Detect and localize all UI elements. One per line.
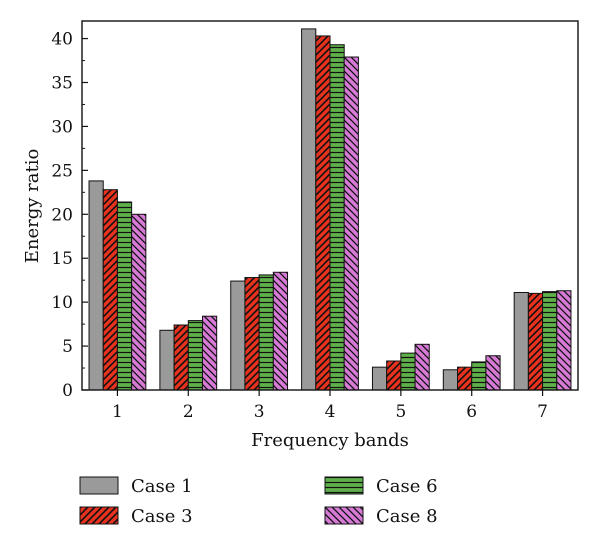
legend-label-case-8: Case 8 (376, 506, 438, 527)
bar-case-8-band-2 (201, 315, 218, 391)
bar-case-6-band-2 (187, 320, 203, 391)
bar-case-1-band-1 (88, 180, 104, 391)
y-tick-label: 35 (51, 74, 73, 94)
y-tick-label: 0 (62, 381, 73, 401)
x-tick-label: 4 (325, 402, 336, 422)
bar-case-3-band-3 (244, 277, 260, 391)
y-tick-label: 30 (51, 117, 73, 137)
bars-layer (88, 28, 572, 391)
bar-case-8-band-1 (131, 213, 147, 391)
bar-case-3-band-5 (386, 360, 402, 391)
bar-case-6-band-1 (116, 201, 133, 391)
legend-label-case-6: Case 6 (376, 476, 438, 497)
x-tick-label: 7 (537, 402, 548, 422)
plot-frame (81, 20, 579, 391)
bar-case-8-band-4 (343, 56, 359, 391)
y-ticks: 0 5 10 15 20 25 30 35 40 (51, 30, 88, 401)
bar-case-6-band-5 (400, 352, 416, 391)
x-tick-label: 5 (395, 402, 406, 422)
bar-case-3-band-2 (173, 324, 189, 391)
bar-case-3-band-6 (457, 366, 473, 391)
bar-case-6-band-3 (258, 274, 274, 391)
x-ticks: 1 2 3 4 5 6 7 (112, 390, 548, 422)
x-axis-title: Frequency bands (251, 430, 409, 451)
bar-case-1-band-5 (371, 366, 388, 391)
bar-case-1-band-4 (301, 28, 317, 391)
legend-label-case-3: Case 3 (131, 506, 193, 527)
legend-swatch-case-6 (324, 476, 364, 495)
bar-case-6-band-4 (329, 44, 345, 391)
legend-swatch-case-3 (79, 506, 119, 525)
y-tick-label: 25 (51, 161, 73, 181)
bar-case-8-band-5 (414, 343, 430, 391)
bar-case-1-band-7 (513, 291, 529, 391)
bar-case-1-band-6 (442, 369, 459, 391)
y-axis-title: Energy ratio (22, 149, 43, 264)
x-tick-label: 3 (254, 402, 265, 422)
y-tick-label: 5 (62, 337, 73, 357)
bar-case-3-band-4 (315, 35, 331, 391)
x-tick-label: 1 (112, 402, 123, 422)
y-tick-label: 20 (51, 205, 73, 225)
legend-label-case-1: Case 1 (131, 476, 193, 497)
y-tick-label: 10 (51, 293, 73, 313)
bar-case-8-band-3 (272, 271, 289, 391)
bar-case-8-band-6 (485, 355, 501, 391)
bar-case-8-band-7 (556, 290, 572, 391)
legend: Case 1 Case 3 Case 6 Case 8 (79, 476, 438, 527)
legend-swatch-case-8 (324, 506, 364, 525)
legend-swatch-case-1 (79, 476, 119, 495)
x-tick-label: 6 (466, 402, 477, 422)
y-tick-label: 15 (51, 249, 73, 269)
bar-case-3-band-7 (527, 292, 544, 391)
y-tick-label: 40 (51, 30, 73, 50)
bar-case-1-band-2 (159, 329, 175, 391)
bar-case-6-band-7 (542, 291, 558, 391)
bar-case-6-band-6 (471, 361, 487, 391)
x-tick-label: 2 (183, 402, 194, 422)
bar-case-3-band-1 (102, 189, 118, 391)
bar-case-1-band-3 (230, 280, 246, 391)
